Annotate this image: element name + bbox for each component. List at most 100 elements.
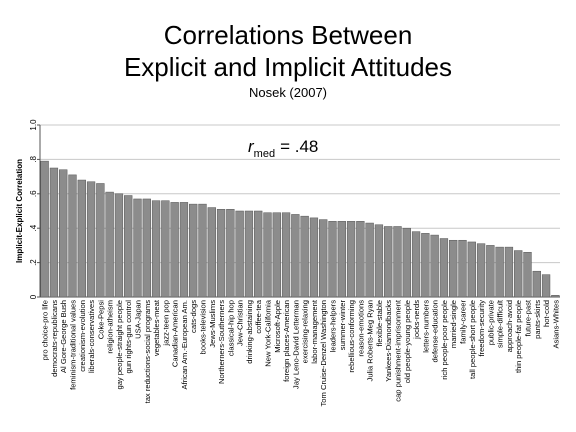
bar — [551, 295, 560, 298]
bar — [281, 212, 291, 298]
x-tick-label: feminism-traditional values — [69, 300, 78, 390]
chart-title: Explicit and Implicit Attitudes — [124, 52, 452, 82]
bar — [486, 245, 495, 298]
x-tick-label: future-past — [524, 299, 533, 336]
bar — [254, 210, 263, 298]
y-tick-label: 0 — [29, 294, 38, 299]
x-tick-label: labor-management — [310, 299, 319, 364]
x-tick-label: cap punishment-imprisonment — [394, 299, 403, 402]
bar — [532, 270, 541, 298]
y-tick-label: .8 — [29, 156, 38, 163]
x-tick-label: Julia Roberts-Meg Ryan — [366, 300, 375, 381]
bar — [495, 246, 504, 298]
bar — [170, 202, 179, 298]
bar — [458, 239, 467, 298]
y-tick-label: .6 — [29, 190, 38, 197]
annotation-symbol: r — [248, 137, 255, 156]
x-tick-label: simple-difficult — [496, 299, 505, 348]
x-tick-label: African Am.-European Am. — [180, 300, 189, 389]
x-tick-label: cats-dogs — [189, 300, 198, 333]
x-tick-label: Jay Leno-David Letterman — [291, 300, 300, 389]
x-tick-label: Microsoft-Apple — [273, 300, 282, 353]
x-tick-label: married-single — [449, 300, 458, 348]
bar — [161, 200, 170, 298]
annotation-subscript: med — [254, 148, 275, 160]
x-tick-label: hot-cold — [542, 300, 551, 327]
chart-title: Correlations Between — [164, 20, 413, 50]
bar — [151, 200, 161, 298]
bar — [263, 212, 272, 298]
bar — [328, 221, 337, 298]
bar — [514, 250, 523, 298]
annotation: rmed = .48 — [248, 137, 318, 160]
x-tick-label: pants-skirts — [533, 300, 542, 339]
x-tick-label: Yankees-Diamondbacks — [384, 300, 393, 382]
bar — [421, 233, 430, 298]
x-tick-label: summer-winter — [338, 300, 347, 351]
x-tick-label: jazz-teen pop — [161, 300, 170, 347]
bar — [411, 231, 421, 298]
bar — [384, 226, 393, 298]
x-tick-label: freedom-security — [477, 300, 486, 357]
bar — [337, 221, 346, 298]
x-tick-label: New York-California — [264, 299, 273, 366]
x-tick-label: classical-hip hop — [226, 300, 235, 356]
x-tick-label: flexible-stable — [375, 300, 384, 346]
bar — [198, 203, 207, 298]
x-tick-label: public-private — [486, 300, 495, 345]
x-tick-label: creationism-evolution — [78, 300, 87, 372]
annotation-text: = .48 — [280, 137, 318, 156]
bar — [124, 195, 133, 298]
bar — [40, 160, 49, 298]
y-tick-label: .4 — [29, 224, 38, 231]
x-tick-label: foreign places-American — [282, 300, 291, 382]
x-tick-label: drinking-abstaining — [245, 300, 254, 364]
x-tick-label: pro choice-pro life — [41, 300, 50, 360]
bar — [105, 191, 114, 298]
bar — [235, 210, 244, 298]
bar — [226, 209, 235, 298]
bar — [356, 221, 365, 298]
x-tick-label: old people-young people — [403, 300, 412, 383]
x-tick-label: Tom Cruise-Denzel Washington — [319, 300, 328, 407]
x-tick-label: rebellious-conforming — [347, 300, 356, 373]
bar — [272, 212, 281, 298]
x-tick-label: Asians-Whites — [551, 300, 560, 349]
x-tick-label: defense-education — [431, 300, 440, 363]
x-tick-label: tall people-short people — [468, 300, 477, 379]
bar — [216, 209, 226, 298]
bar — [114, 193, 124, 298]
bar — [142, 198, 151, 298]
bar — [133, 198, 142, 298]
x-tick-label: religion-atheism — [106, 300, 115, 354]
bar — [59, 169, 68, 298]
chart-subtitle: Nosek (2007) — [249, 85, 327, 100]
bar — [244, 210, 254, 298]
x-tick-label: leaders-helpers — [329, 300, 338, 353]
x-tick-label: tax reductions-social programs — [143, 300, 152, 404]
x-tick-label: Jews-Muslims — [208, 300, 217, 348]
y-tick-label: .2 — [29, 259, 38, 266]
bar — [189, 203, 198, 298]
bar — [309, 217, 319, 298]
x-tick-label: Northerners-Southerners — [217, 300, 226, 384]
x-tick-label: liberals-conservatives — [87, 300, 96, 373]
bar — [68, 174, 77, 298]
bar — [49, 167, 59, 298]
bar — [96, 183, 105, 298]
x-tick-label: jocks-nerds — [412, 300, 421, 340]
bar — [291, 214, 300, 298]
x-tick-label: books-television — [199, 300, 208, 354]
x-tick-label: democrats-republicans — [50, 300, 59, 377]
bar — [476, 243, 486, 298]
x-tick-label: Jew-Christian — [236, 300, 245, 346]
x-tick-label: rich people-poor people — [440, 300, 449, 380]
x-tick-label: letters-numbers — [421, 300, 430, 353]
x-tick-label: Coke-Pepsi — [96, 300, 105, 340]
x-tick-label: thin people-fat people — [514, 300, 523, 373]
bar — [523, 252, 532, 298]
y-tick-label: 1.0 — [29, 119, 38, 131]
bar — [207, 207, 216, 298]
x-tick-label: family-career — [459, 300, 468, 344]
x-tick-label: USA-Japan — [134, 300, 143, 339]
